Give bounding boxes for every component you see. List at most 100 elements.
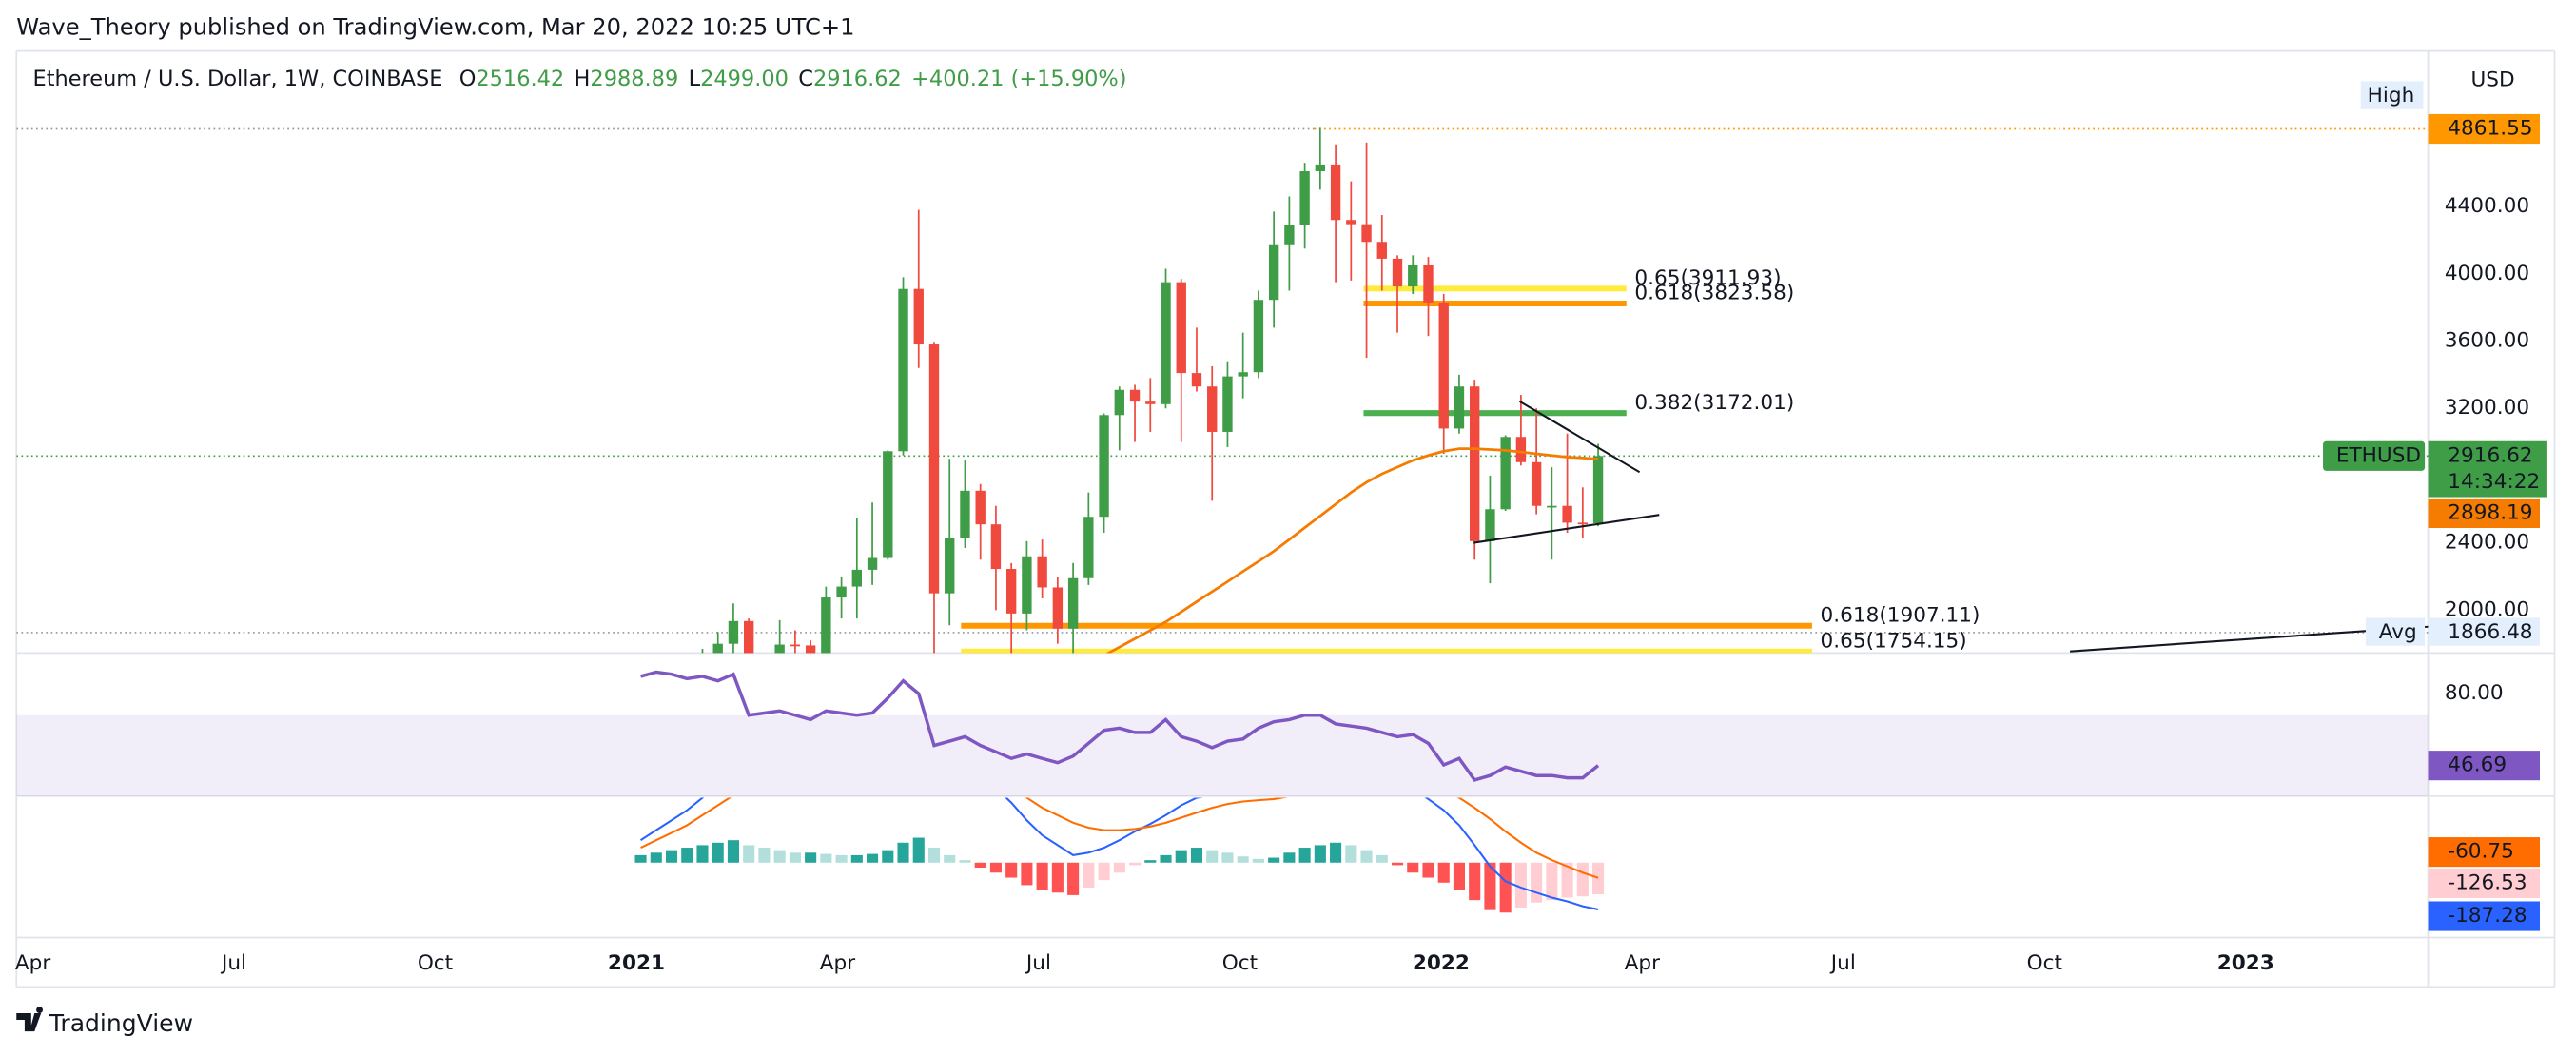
- candle-body: [744, 620, 754, 654]
- x-tick-label: 2022: [1413, 951, 1470, 975]
- macd-value-box: [2428, 837, 2541, 868]
- macd-histogram-bar: [1206, 850, 1219, 863]
- macd-histogram-bar: [959, 860, 971, 863]
- macd-histogram-bar: [1036, 862, 1048, 890]
- avg-value: 1866.48: [2448, 620, 2532, 644]
- publisher-header: Wave_Theory published on TradingView.com…: [16, 13, 854, 40]
- macd-histogram-bar: [1484, 862, 1496, 910]
- legend-value: 2499.00: [700, 66, 789, 90]
- macd-histogram-bar: [1144, 860, 1157, 863]
- macd-histogram-bar: [1067, 862, 1080, 895]
- macd-histogram-bar: [820, 853, 832, 863]
- candle-body: [1330, 164, 1341, 221]
- candle-body: [851, 569, 863, 587]
- candle-body: [1161, 282, 1171, 404]
- macd-histogram-bar: [1051, 862, 1064, 893]
- macd-histogram-bar: [805, 852, 817, 863]
- moving-average: [1105, 447, 1599, 654]
- macd-histogram-bar: [867, 853, 879, 863]
- macd-histogram-bar: [1283, 852, 1296, 863]
- fib-label: 0.618(3823.58): [1634, 282, 1794, 305]
- candle-body: [867, 557, 878, 570]
- rsi-line: [640, 670, 1600, 782]
- high-tag-box: [2360, 81, 2424, 109]
- candle-body: [1454, 386, 1465, 429]
- last-value: 2916.62: [2448, 443, 2532, 467]
- macd-histogram-bar: [1561, 862, 1573, 898]
- rsi-tick-label: 80.00: [2445, 681, 2504, 705]
- macd-histogram-bar: [681, 848, 693, 863]
- ma-value-box: [2428, 498, 2541, 528]
- macd-histogram-bar: [1422, 862, 1434, 878]
- x-tick-label: Jul: [1829, 951, 1856, 975]
- candle-body: [1222, 376, 1233, 432]
- footer-logo: TradingView: [16, 1007, 193, 1037]
- candle-body: [790, 644, 801, 647]
- macd-histogram-bar: [1237, 856, 1249, 863]
- y-tick-label: 4400.00: [2445, 194, 2529, 218]
- candle-body: [1238, 372, 1248, 377]
- y-tick-label: 4000.00: [2445, 262, 2529, 285]
- candle-body: [1145, 401, 1156, 404]
- candle-body: [1408, 264, 1418, 287]
- macd-histogram-bar: [1128, 862, 1142, 866]
- candle-body: [1423, 264, 1434, 303]
- macd-histogram-bar: [727, 840, 739, 863]
- unit-label: USD: [2470, 68, 2514, 92]
- y-tick-label: 2000.00: [2445, 597, 2529, 621]
- macd-histogram-bar: [1113, 862, 1125, 873]
- macd-histogram-bar: [1592, 862, 1605, 894]
- macd-histogram-bar: [712, 842, 724, 863]
- candle-body: [1253, 300, 1264, 373]
- macd-histogram-bar: [758, 848, 771, 863]
- macd-histogram-bar: [1391, 862, 1404, 866]
- ma-value: 2898.19: [2448, 500, 2532, 524]
- legend-key: L: [689, 66, 701, 90]
- candle-body: [975, 490, 986, 525]
- legend-key: H: [575, 66, 591, 90]
- macd-histogram-bar: [696, 845, 709, 863]
- rsi-band: [16, 714, 2429, 796]
- candle-body: [1099, 415, 1109, 518]
- macd-histogram-bar: [743, 845, 755, 863]
- macd-histogram-bar: [1407, 862, 1419, 873]
- macd-histogram-bar: [1360, 850, 1373, 863]
- avg-tag: Avg: [2379, 620, 2417, 644]
- x-tick-label: Jul: [220, 951, 246, 975]
- macd-histogram-bar: [1005, 862, 1018, 878]
- rsi-pane: [16, 670, 2429, 796]
- last-value-box: [2428, 440, 2547, 498]
- candle-body: [1052, 587, 1064, 629]
- macd-histogram-bar: [773, 850, 786, 863]
- macd-histogram-bar: [634, 854, 647, 863]
- macd-value-box: [2428, 901, 2541, 931]
- x-tick-label: Oct: [418, 951, 453, 975]
- candle-body: [1067, 577, 1079, 629]
- candle-body: [1268, 244, 1279, 301]
- candle-body: [1207, 386, 1218, 432]
- macd-line: [639, 797, 1599, 910]
- candle-body: [774, 644, 785, 654]
- candle-body: [1114, 389, 1124, 416]
- candle-body: [1392, 258, 1403, 287]
- rsi-value-box: [2428, 751, 2541, 781]
- candle-body: [1315, 164, 1326, 171]
- candle-body: [913, 288, 924, 345]
- macd-histogram-bar: [1298, 848, 1311, 863]
- macd-histogram-bar: [1437, 862, 1450, 883]
- macd-value: -187.28: [2448, 904, 2527, 928]
- macd-histogram-bar: [1499, 862, 1512, 913]
- y-tick-label: 3200.00: [2445, 396, 2529, 420]
- candle-body: [1176, 282, 1186, 374]
- unit-box: [2464, 66, 2524, 94]
- macd-histogram-bar: [850, 854, 863, 863]
- candle-body: [1547, 505, 1557, 508]
- legend-key: C: [798, 66, 813, 90]
- candle-body: [1515, 437, 1527, 462]
- candle-body: [1592, 456, 1604, 524]
- candle-body: [1005, 569, 1017, 614]
- last-tag: ETHUSD: [2336, 443, 2421, 467]
